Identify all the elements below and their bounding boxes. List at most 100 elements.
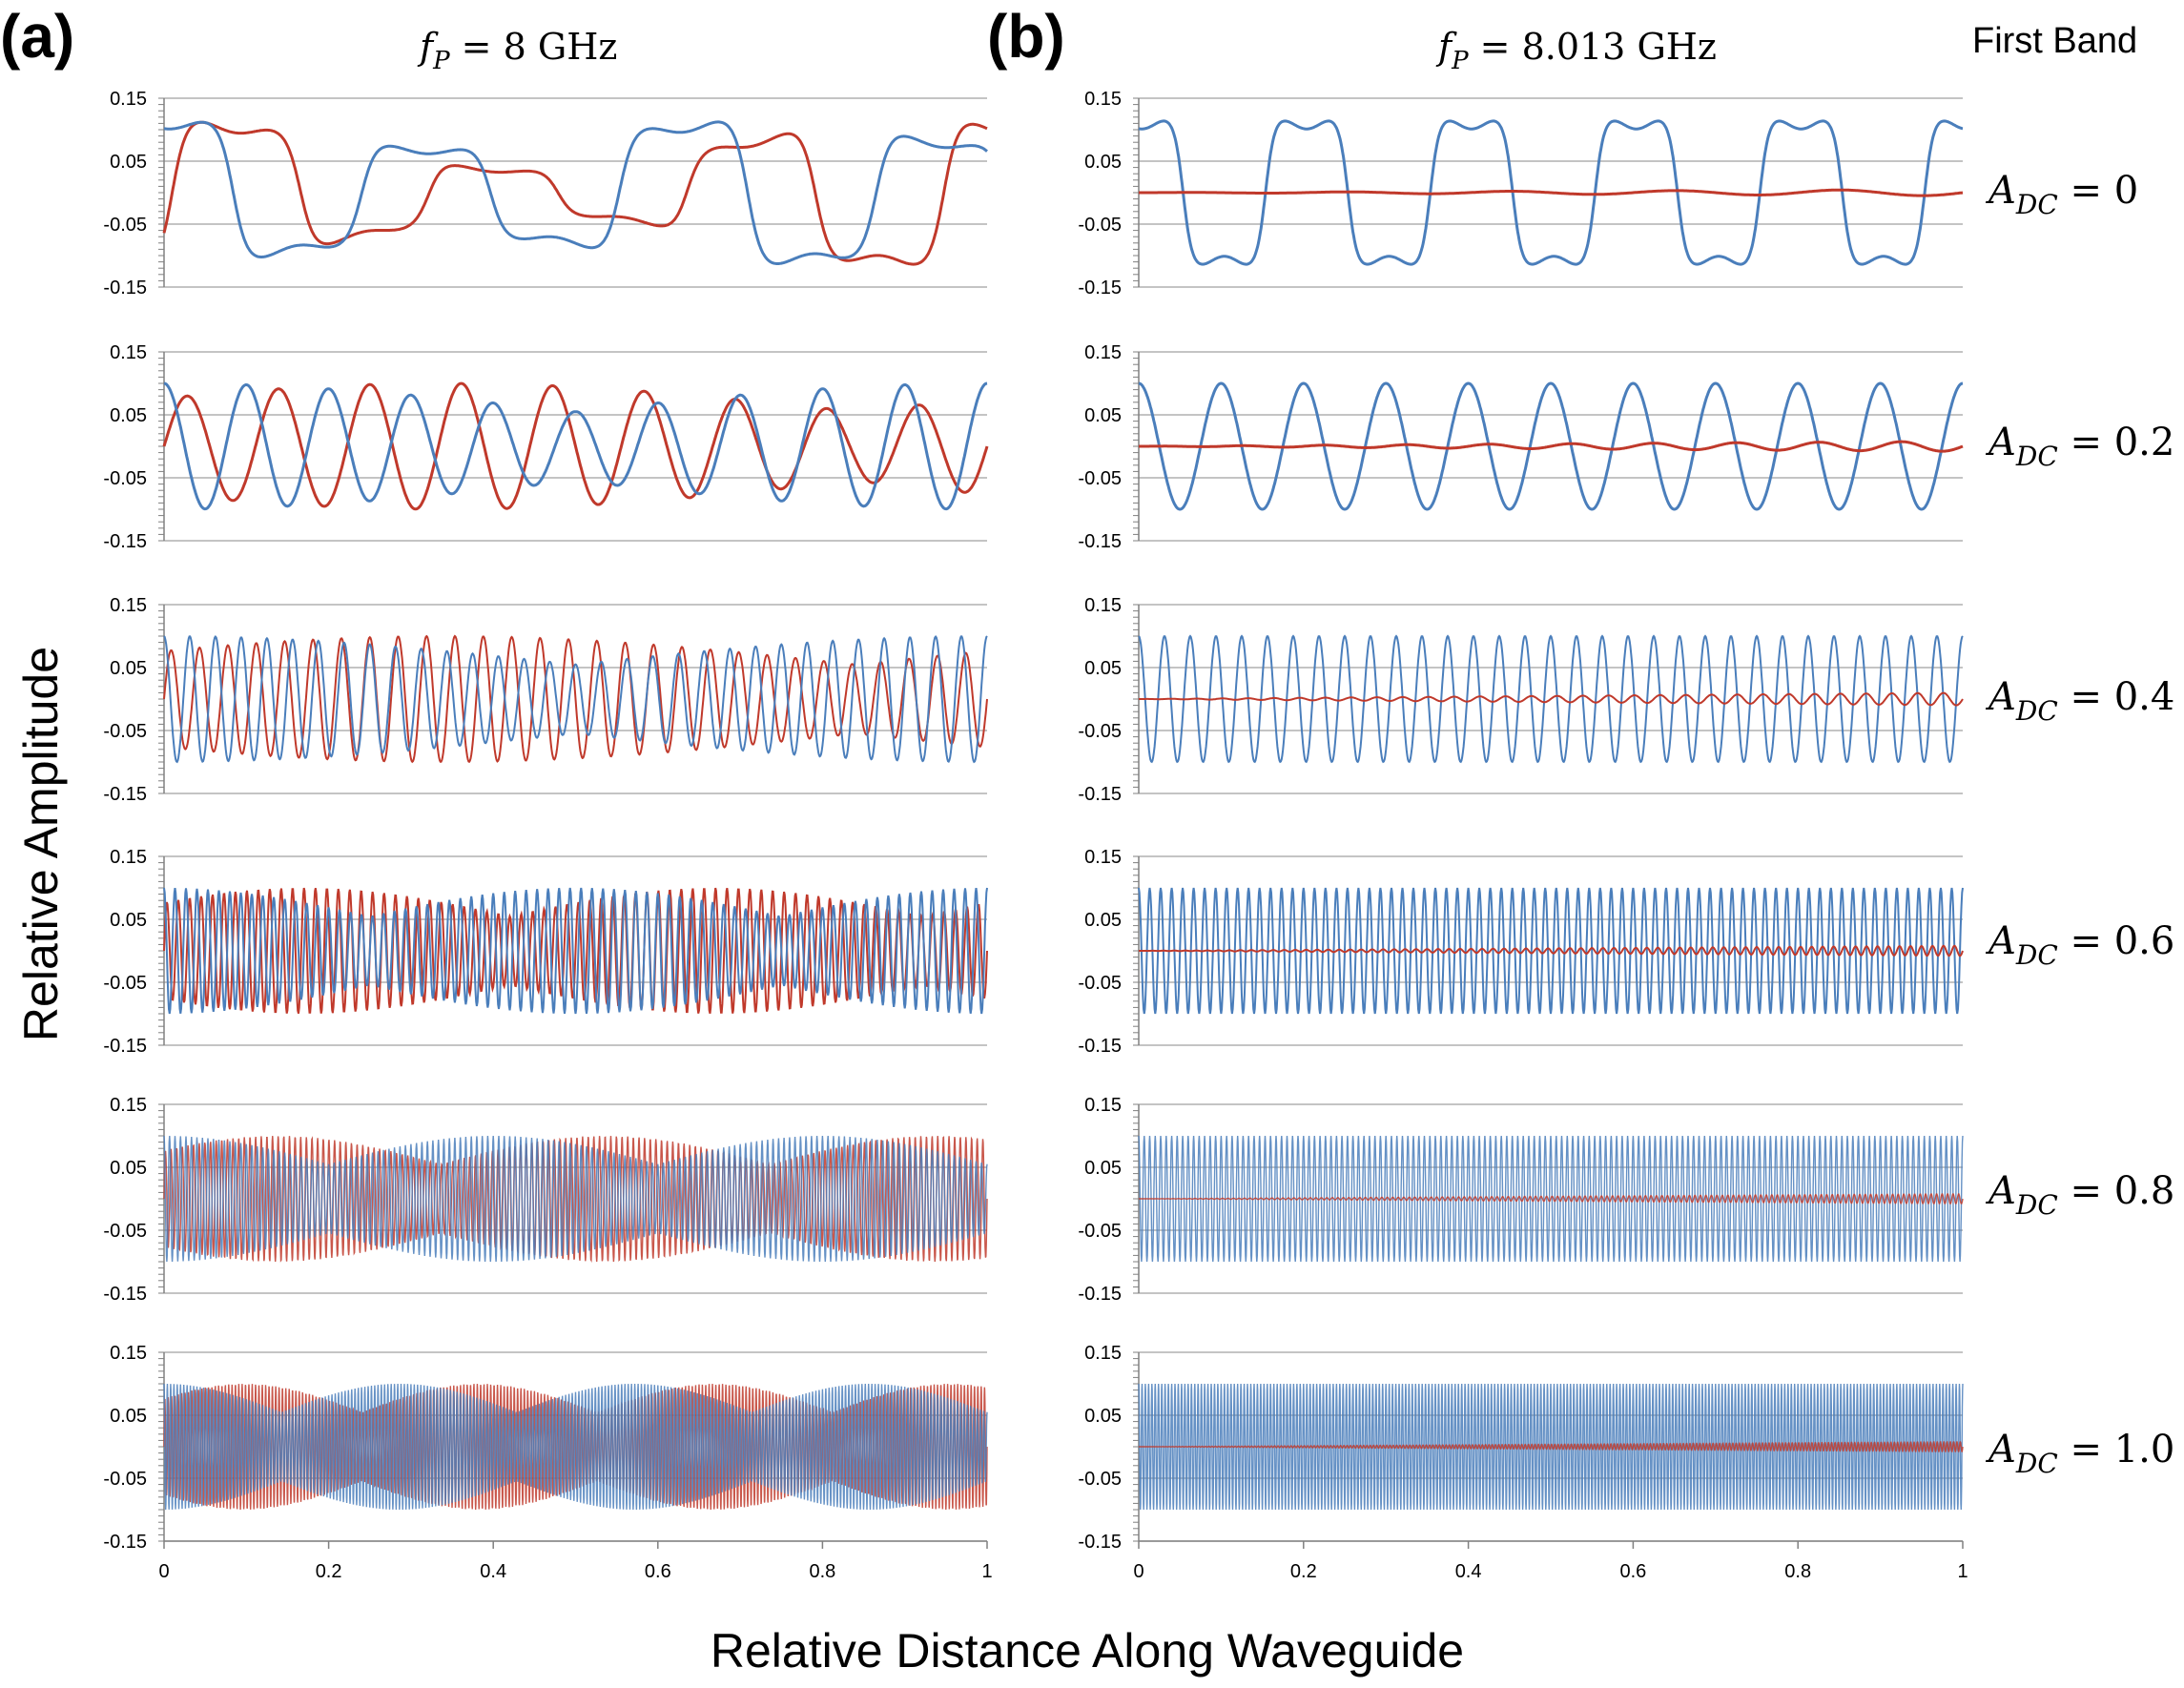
y-tick-label: 0.05 [110, 1406, 147, 1427]
panel-a-subplot-3: 0.15 0.05 -0.05 -0.15 [103, 847, 988, 1057]
band-label: First Band [1972, 21, 2137, 61]
x-tick-label: 0.4 [480, 1561, 506, 1582]
y-tick-label: -0.05 [1078, 1469, 1122, 1490]
panel-a-blue-series-1 [163, 381, 988, 511]
y-tick-label: 0.15 [1084, 847, 1122, 868]
panel-a-subplot-2: 0.15 0.05 -0.05 -0.15 [103, 595, 988, 805]
y-tick-label: 0.15 [110, 847, 147, 868]
panel-b-red-series-1 [1139, 440, 1964, 453]
y-tick-label: -0.05 [1078, 721, 1122, 742]
panel-b-subplot-4: 0.15 0.05 -0.05 -0.15 [1078, 1095, 1964, 1305]
panel-a-red-series-0 [162, 120, 988, 266]
adc-label: ADC = 0.4 [1985, 675, 2174, 727]
x-tick-label: 0 [1133, 1561, 1144, 1582]
y-tick-label: -0.15 [103, 531, 147, 552]
adc-subscript: DC [2015, 695, 2058, 727]
panel-b-blue-series-1 [1138, 381, 1964, 511]
panel-b-blue-series-5 [1138, 1383, 1964, 1511]
panel-a-label: (a) [0, 2, 74, 71]
x-tick-label: 1 [981, 1561, 992, 1582]
x-tick-label: 0.2 [316, 1561, 342, 1582]
x-tick-label: 0.6 [1619, 1561, 1646, 1582]
y-tick-label: 0.15 [110, 595, 147, 616]
panel-b-subplot-1: 0.15 0.05 -0.05 -0.15 [1078, 342, 1964, 552]
y-tick-label: -0.05 [1078, 215, 1122, 236]
panel-a-subplot-4: 0.15 0.05 -0.05 -0.15 [103, 1095, 988, 1305]
y-tick-label: -0.05 [1078, 1221, 1122, 1242]
panel-a-blue-series-5 [163, 1383, 988, 1511]
y-tick-label: 0.15 [1084, 1095, 1122, 1116]
y-tick-label: 0.05 [1084, 1158, 1122, 1179]
y-tick-label: -0.15 [1078, 531, 1122, 552]
y-tick-label: -0.15 [1078, 784, 1122, 805]
y-tick-label: -0.05 [1078, 468, 1122, 489]
y-tick-label: 0.15 [1084, 342, 1122, 363]
y-tick-label: -0.05 [1078, 973, 1122, 994]
adc-label: ADC = 1.0 [1985, 1428, 2174, 1479]
adc-symbol: A [1985, 421, 2016, 464]
fp-subscript: P [1451, 47, 1469, 75]
y-tick-label: -0.05 [103, 215, 147, 236]
panel-a-red-series-2 [163, 634, 988, 764]
adc-subscript: DC [2015, 1448, 2058, 1479]
y-tick-label: -0.15 [103, 1036, 147, 1057]
panel-a-blue-series-2 [163, 635, 988, 764]
y-tick-label: 0.15 [110, 1095, 147, 1116]
panel-b-blue-series-4 [1138, 1135, 1964, 1263]
fp-value: = 8.013 GHz [1469, 26, 1717, 68]
panel-b-subplot-3: 0.15 0.05 -0.05 -0.15 [1078, 847, 1964, 1057]
x-tick-label: 0.6 [645, 1561, 671, 1582]
panel-a-subplot-5: 0.15 0.05 -0.05 -0.15 [103, 1343, 988, 1553]
y-tick-label: -0.05 [103, 973, 147, 994]
y-tick-label: 0.15 [110, 342, 147, 363]
x-tick-label: 0.8 [1784, 1561, 1811, 1582]
y-tick-label: 0.05 [110, 405, 147, 426]
panel-a-red-series-4 [163, 1136, 988, 1263]
y-tick-label: 0.15 [1084, 1343, 1122, 1364]
adc-subscript: DC [2015, 189, 2058, 220]
panel-a-red-series-3 [163, 887, 988, 1015]
adc-symbol: A [1985, 1428, 2016, 1472]
panel-b-frequency: fP = 8.013 GHz [1435, 26, 1717, 75]
panel-a-blue-series-0 [163, 120, 988, 265]
adc-label: ADC = 0.2 [1985, 421, 2174, 472]
adc-value: = 0.4 [2058, 675, 2175, 719]
panel-b-red-series-4 [1139, 1193, 1964, 1204]
fp-subscript: P [432, 47, 450, 75]
y-tick-label: -0.15 [1078, 1036, 1122, 1057]
x-tick-label: 0.4 [1455, 1561, 1482, 1582]
y-tick-label: 0.05 [1084, 910, 1122, 931]
panel-b-red-series-5 [1139, 1440, 1964, 1452]
y-tick-label: 0.05 [110, 658, 147, 679]
adc-label: ADC = 0.8 [1985, 1169, 2174, 1221]
y-tick-label: 0.05 [1084, 405, 1122, 426]
y-tick-label: -0.15 [1078, 1532, 1122, 1553]
y-tick-label: 0.15 [1084, 595, 1122, 616]
x-axis-title: Relative Distance Along Waveguide [711, 1624, 1464, 1678]
y-tick-label: 0.05 [110, 910, 147, 931]
panel-a-frequency: fP = 8 GHz [417, 26, 617, 75]
adc-value: = 0 [2058, 169, 2138, 213]
panel-b-blue-series-0 [1138, 119, 1964, 266]
x-tick-label: 1 [1957, 1561, 1968, 1582]
x-tick-label: 0.8 [809, 1561, 835, 1582]
panel-b-blue-series-2 [1138, 634, 1964, 764]
adc-label: ADC = 0 [1985, 169, 2138, 220]
fp-value: = 8 GHz [450, 26, 618, 68]
panel-a-plots: 0.15 0.05 -0.05 -0.15 0.15 0.05 -0.05 -0.15 0.15… [103, 89, 989, 1553]
y-axis-title: Relative Amplitude [14, 647, 68, 1041]
panel-b-subplot-0: 0.15 0.05 -0.05 -0.15 [1078, 89, 1964, 298]
adc-value: = 0.8 [2058, 1169, 2175, 1213]
y-tick-label: 0.05 [1084, 1406, 1122, 1427]
x-tick-labels: 0 0.2 0.4 0.6 0.8 1 0 0.2 0.4 0.6 0.8 1 [158, 1540, 1968, 1582]
y-tick-label: 0.05 [110, 152, 147, 173]
panel-a-red-series-1 [162, 381, 989, 511]
y-tick-label: -0.15 [1078, 1284, 1122, 1305]
x-tick-label: 0 [158, 1561, 169, 1582]
panel-a-subplot-1: 0.15 0.05 -0.05 -0.15 [103, 342, 989, 552]
panel-b-red-series-2 [1139, 691, 1964, 707]
y-tick-label: -0.05 [103, 468, 147, 489]
y-tick-label: -0.15 [1078, 278, 1122, 298]
